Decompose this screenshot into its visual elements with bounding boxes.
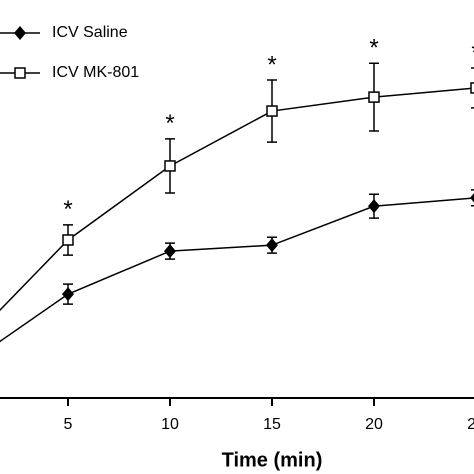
marker — [368, 199, 380, 214]
x-tick-label: 20 — [365, 416, 383, 433]
marker — [266, 105, 278, 117]
x-tick-label: 5 — [64, 416, 73, 433]
significance-mark: * — [63, 196, 72, 223]
x-tick-label: 25 — [467, 416, 474, 433]
marker — [164, 244, 176, 259]
marker — [14, 67, 26, 79]
marker — [62, 287, 74, 302]
significance-mark: * — [267, 51, 276, 78]
x-tick-label: 10 — [161, 416, 179, 433]
marker — [62, 234, 74, 246]
marker — [164, 160, 176, 172]
legend-label: ICV MK-801 — [52, 64, 139, 81]
significance-mark: * — [165, 110, 174, 137]
error-bar — [471, 189, 474, 207]
series-line — [0, 87, 474, 312]
marker — [470, 82, 474, 94]
legend-label: ICV Saline — [52, 24, 128, 41]
significance-mark: * — [471, 39, 474, 66]
x-axis-label: Time (min) — [222, 449, 323, 471]
x-tick-label: 15 — [263, 416, 281, 433]
significance-mark: * — [369, 35, 378, 62]
marker — [14, 26, 26, 40]
marker — [470, 193, 474, 203]
error-bar — [471, 67, 474, 109]
marker — [266, 238, 278, 253]
series-line — [0, 197, 474, 343]
marker — [368, 91, 380, 103]
